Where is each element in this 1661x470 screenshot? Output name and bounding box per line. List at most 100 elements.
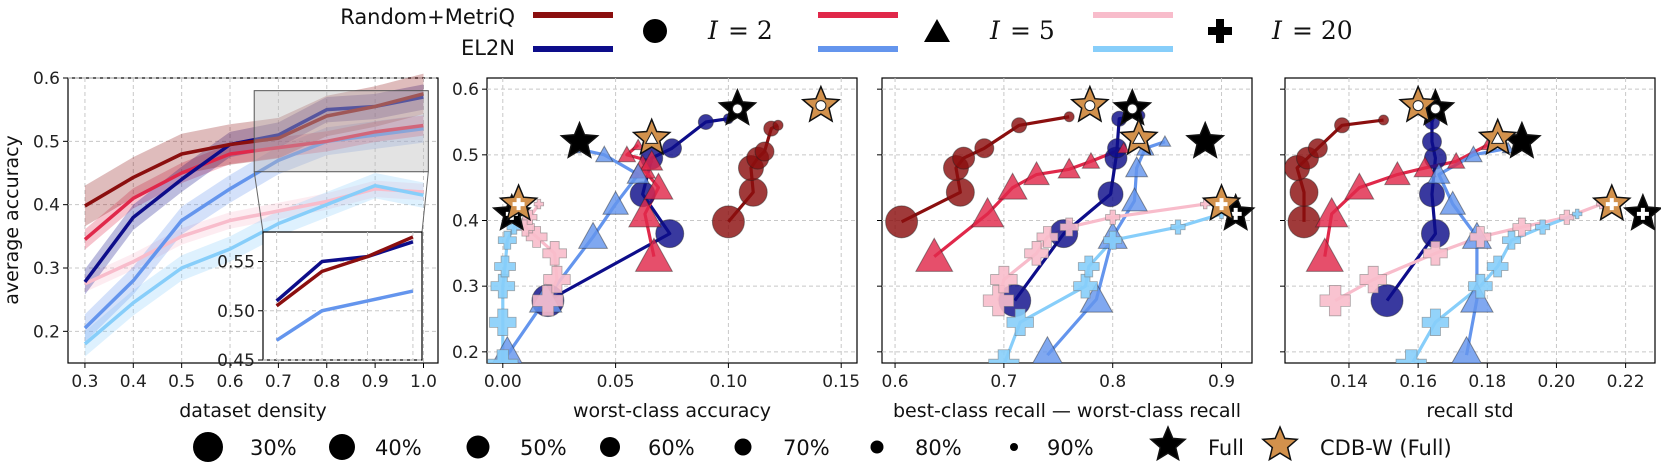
worst-ytick-label-4: 0.6 bbox=[452, 80, 479, 100]
gap-star-full-0-inner-circle bbox=[1126, 103, 1138, 115]
worst-ytick-label-3: 0.5 bbox=[452, 146, 479, 166]
std-marker-2-2 bbox=[1344, 172, 1375, 200]
gap-marker-5-3 bbox=[1077, 255, 1100, 278]
std-marker-4-0 bbox=[1319, 285, 1351, 317]
gap-marker-2-6 bbox=[1116, 141, 1131, 154]
std-marker-0-1 bbox=[1289, 177, 1319, 207]
legend-cdbw-star-shape bbox=[1261, 425, 1299, 462]
std-marker-0-6 bbox=[1378, 114, 1390, 126]
legend-triangle-marker bbox=[924, 19, 950, 42]
gap-marker-4-1 bbox=[990, 265, 1018, 294]
density-xtick-label-6: 0.9 bbox=[362, 372, 389, 392]
gap-marker-2-1 bbox=[970, 196, 1005, 228]
gap-marker-0-1 bbox=[945, 177, 975, 207]
worst-marker-0-4 bbox=[754, 141, 775, 162]
worst-star-full-1-inner-circle bbox=[731, 103, 743, 115]
gap-marker-4-2 bbox=[1024, 241, 1049, 266]
legend-size-70-label: 70% bbox=[783, 436, 830, 460]
gap-marker-5-1 bbox=[1006, 308, 1034, 336]
legend-size-40-label: 40% bbox=[375, 436, 422, 460]
gap-marker-3-4 bbox=[1124, 156, 1149, 178]
density-xtick-label-0: 0.3 bbox=[71, 372, 98, 392]
gap-marker-2-0 bbox=[914, 237, 954, 272]
gap-star-cdbw-5-inner-plus bbox=[1215, 198, 1228, 211]
legend-bottom: 30% 40% 50% 60% 70% 80% 90% Full CDB-W (… bbox=[193, 425, 1452, 462]
worst-marker-0-6 bbox=[772, 119, 784, 131]
std-xtick-label-1: 0.16 bbox=[1399, 372, 1437, 392]
std-marker-5-2 bbox=[1468, 273, 1493, 299]
worst-plot-area bbox=[487, 113, 784, 363]
std-star-cdbw-4-inner-triangle bbox=[1490, 131, 1505, 144]
std-marker-5-0 bbox=[1395, 349, 1427, 363]
worst-marker-1-4 bbox=[662, 138, 682, 159]
gap-xtick-label-3: 0.9 bbox=[1208, 372, 1235, 392]
std-marker-4-1 bbox=[1359, 265, 1387, 294]
worst-marker-2-5 bbox=[617, 145, 637, 163]
legend-method-label-random: Random+MetriQ bbox=[340, 5, 515, 29]
density-ytick-label-1: 0.3 bbox=[33, 259, 60, 279]
legend-size-50-label: 50% bbox=[520, 436, 567, 460]
std-xtick-label-4: 0.22 bbox=[1607, 372, 1645, 392]
worst-xtick-label-0: 0.00 bbox=[484, 372, 522, 392]
density-xtick-label-4: 0.7 bbox=[265, 372, 292, 392]
density-ytick-label-0: 0.2 bbox=[33, 322, 60, 342]
density-line-0 bbox=[84, 187, 424, 286]
legend-i20-val: = 20 bbox=[1292, 16, 1353, 45]
worst-marker-4-2 bbox=[542, 241, 567, 266]
worst-marker-5-3 bbox=[494, 255, 516, 278]
std-xtick-label-2: 0.18 bbox=[1468, 372, 1506, 392]
density-inset-ytick-label-2: 0.55 bbox=[217, 253, 255, 273]
std-marker-4-3 bbox=[1469, 226, 1492, 248]
gap-marker-4-5 bbox=[1105, 209, 1121, 225]
density-zoom-connector-left bbox=[253, 171, 264, 233]
density-line-1 bbox=[83, 183, 424, 346]
legend-size-90-marker bbox=[1010, 443, 1018, 451]
std-path-3 bbox=[1437, 146, 1509, 356]
gap-marker-5-4 bbox=[1103, 230, 1123, 250]
worst-star-full-0 bbox=[559, 120, 600, 159]
worst-marker-4-1 bbox=[543, 265, 571, 294]
std-plot-area bbox=[1285, 106, 1607, 363]
gap-star-cdbw-3-inner-circle bbox=[1084, 100, 1096, 112]
gap-marker-2-3 bbox=[1023, 160, 1051, 186]
legend-size-80-label: 80% bbox=[915, 436, 962, 460]
gap-marker-5-5 bbox=[1170, 219, 1186, 235]
gap-marker-0-3 bbox=[952, 146, 976, 170]
worst-marker-2-0 bbox=[634, 237, 674, 272]
worst-marker-0-1 bbox=[738, 177, 768, 207]
density-band-2 bbox=[84, 114, 424, 343]
worst-marker-1-1 bbox=[655, 219, 685, 249]
std-marker-5-4 bbox=[1502, 230, 1521, 250]
worst-ytick-label-2: 0.4 bbox=[452, 212, 479, 232]
worst-marker-5-1 bbox=[489, 308, 517, 336]
gap-xtick-label-1: 0.7 bbox=[990, 372, 1017, 392]
worst-marker-2-4 bbox=[639, 149, 664, 171]
worst-marker-2-1 bbox=[627, 196, 662, 228]
worst-marker-4-0 bbox=[532, 285, 564, 317]
worst-path-3 bbox=[505, 146, 640, 357]
gap-marker-2-4 bbox=[1057, 157, 1081, 179]
std-marker-1-0 bbox=[1370, 284, 1404, 318]
worst-star-cdbw-5-inner-plus bbox=[512, 198, 525, 211]
gap-marker-4-6 bbox=[1200, 198, 1211, 210]
gap-xtick-label-2: 0.8 bbox=[1099, 372, 1126, 392]
worst-marker-1-5 bbox=[697, 113, 714, 130]
density-xtick-label-3: 0.6 bbox=[217, 372, 244, 392]
worst-marker-5-0 bbox=[487, 349, 519, 363]
gap-marker-1-2 bbox=[1097, 181, 1124, 208]
density-ytick-label-4: 0.6 bbox=[33, 69, 60, 89]
gap-marker-4-3 bbox=[1036, 226, 1059, 248]
legend-size-40-marker bbox=[329, 434, 355, 460]
legend-cdbw-star-icon bbox=[1261, 425, 1299, 462]
worst-marker-3-2 bbox=[577, 221, 609, 249]
worst-ytick-label-0: 0.2 bbox=[452, 343, 479, 363]
worst-marker-2-6 bbox=[631, 138, 645, 151]
std-marker-5-5 bbox=[1535, 219, 1551, 235]
worst-star-cdbw-3-inner-triangle bbox=[644, 131, 659, 144]
legend-i2-val: = 2 bbox=[728, 16, 773, 45]
std-marker-5-1 bbox=[1421, 308, 1450, 336]
gap-marker-2-5 bbox=[1081, 151, 1101, 169]
legend-size-90-label: 90% bbox=[1047, 436, 1094, 460]
worst-marker-4-6 bbox=[533, 198, 545, 210]
density-zoom-rect bbox=[253, 90, 429, 173]
